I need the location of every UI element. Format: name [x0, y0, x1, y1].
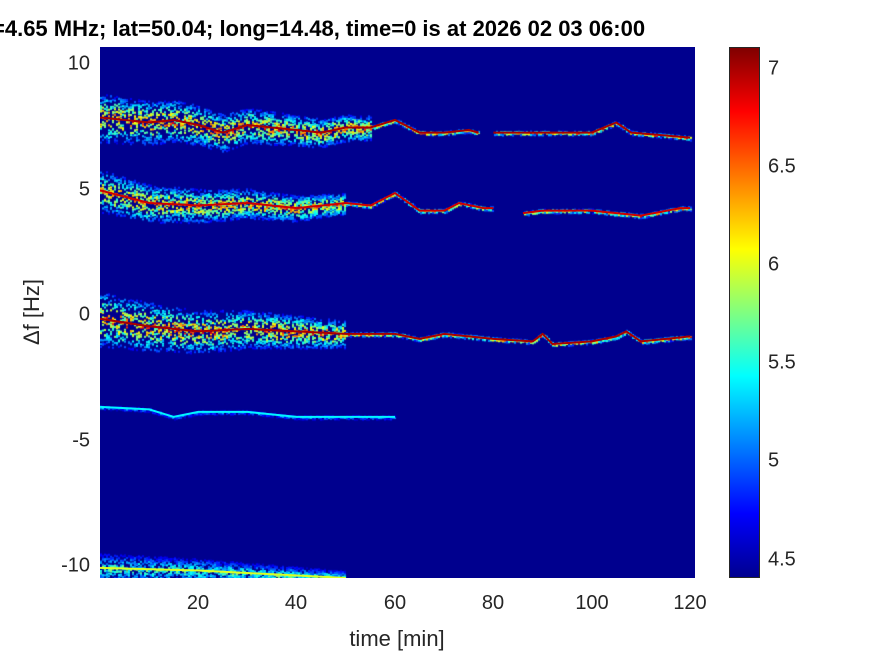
y-axis-label: Δf [Hz] [19, 278, 44, 346]
trace-4hz [100, 189, 691, 217]
y-tick-label: 5 [78, 178, 90, 201]
x-axis-label: time [min] [349, 626, 445, 651]
colorbar-tick-label: 7 [768, 57, 780, 80]
colorbar-tick-label: 5.5 [768, 351, 796, 374]
y-tick-label: -10 [61, 554, 90, 577]
spectrogram-plot-area [100, 47, 695, 578]
colorbar [729, 47, 760, 578]
spectrogram-heatmap [100, 47, 695, 578]
colorbar-tick-label: 6 [768, 253, 780, 276]
y-tick-label: 10 [67, 52, 90, 75]
x-tick-label: 80 [481, 592, 505, 614]
colorbar-tick-label: 6.5 [768, 155, 796, 178]
x-tick-label: 20 [186, 592, 210, 614]
colorbar-tick-label: 5 [768, 449, 780, 472]
x-tick-label: 60 [383, 592, 407, 614]
trace-7hz [100, 116, 691, 139]
y-tick-label: 0 [78, 303, 90, 326]
y-tick-label: -5 [72, 429, 90, 452]
trace-0hz [100, 317, 691, 346]
trace-minus10hz [100, 566, 346, 578]
x-tick-label: 40 [284, 592, 308, 614]
trace-minus4hz [100, 405, 395, 418]
trace-layer [100, 116, 691, 578]
x-tick-label: 100 [575, 592, 609, 614]
colorbar-tick-label: 4.5 [768, 548, 796, 571]
x-tick-label: 120 [673, 592, 707, 614]
chart-title: =4.65 MHz; lat=50.04; long=14.48, time=0… [0, 16, 646, 41]
